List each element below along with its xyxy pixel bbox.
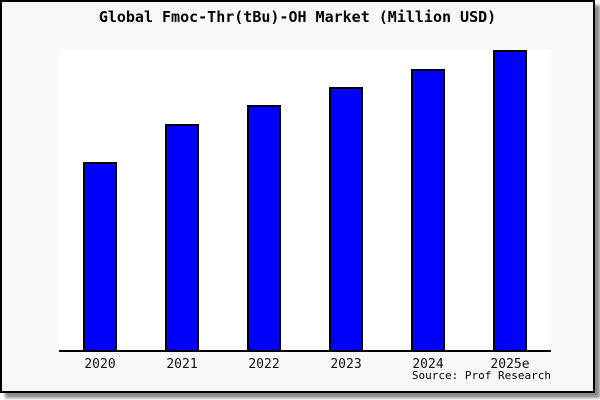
x-axis-line <box>59 350 551 352</box>
x-tick-label-2020: 2020 <box>84 357 116 372</box>
x-tick-label-2025e: 2025e <box>490 357 530 372</box>
x-tick-label-2024: 2024 <box>412 357 444 372</box>
plot-area <box>59 49 551 350</box>
bar-2022 <box>247 105 281 350</box>
chart-title: Global Fmoc-Thr(tBu)-OH Market (Million … <box>98 8 497 26</box>
bar-2024 <box>411 69 445 350</box>
bar-2020 <box>83 162 117 350</box>
bar-2023 <box>329 87 363 350</box>
chart-panel: Global Fmoc-Thr(tBu)-OH Market (Million … <box>0 0 595 393</box>
bar-2025e <box>493 50 527 350</box>
x-tick-label-2022: 2022 <box>248 357 280 372</box>
bar-2021 <box>165 124 199 350</box>
source-annotation: Source: Prof Research <box>411 369 551 382</box>
x-tick-label-2023: 2023 <box>330 357 362 372</box>
x-axis-labels: 2020 2021 2022 2023 2024 2025e <box>59 357 551 373</box>
x-tick-label-2021: 2021 <box>166 357 198 372</box>
